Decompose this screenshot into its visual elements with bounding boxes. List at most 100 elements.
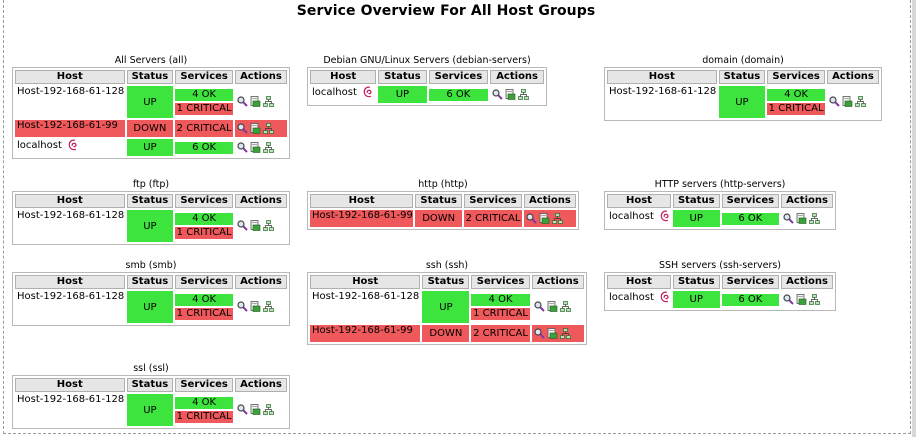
status-up-badge[interactable]: UP — [718, 86, 766, 118]
services-critical-link[interactable]: 1 CRITICAL — [471, 308, 530, 320]
services-critical-link[interactable]: 2 CRITICAL — [465, 213, 521, 224]
notes-icon[interactable] — [547, 301, 558, 313]
magnifier-icon[interactable] — [237, 123, 248, 134]
services-critical-link[interactable]: 1 CRITICAL — [175, 103, 233, 115]
hostgroup-title[interactable]: domain (domain) — [702, 55, 784, 66]
services-ok-link[interactable]: 6 OK — [175, 141, 233, 154]
notes-icon[interactable] — [250, 96, 261, 108]
hostgroup-title[interactable]: smb (smb) — [125, 260, 177, 271]
status-down-badge[interactable]: DOWN — [415, 210, 463, 227]
services-critical-link[interactable]: 2 CRITICAL — [473, 328, 528, 339]
network-map-icon[interactable] — [559, 327, 571, 339]
status-down-badge[interactable]: DOWN — [126, 120, 174, 137]
services-critical-link[interactable]: 2 CRITICAL — [176, 123, 232, 134]
magnifier-icon[interactable] — [237, 301, 248, 312]
network-map-icon[interactable] — [559, 301, 571, 313]
magnifier-icon[interactable] — [533, 301, 545, 312]
services-ok-link[interactable]: 6 OK — [428, 88, 489, 101]
network-map-icon[interactable] — [263, 404, 274, 416]
services-ok-link[interactable]: 4 OK — [175, 294, 233, 306]
host-link[interactable]: localhost — [312, 87, 357, 98]
network-map-icon[interactable] — [518, 88, 530, 100]
host-link[interactable]: Host-192-168-61-128 — [609, 86, 717, 97]
notes-icon[interactable] — [547, 327, 558, 339]
header-row: Host Status Services Actions — [15, 70, 287, 84]
services-ok-link[interactable]: 4 OK — [471, 294, 530, 306]
notes-icon[interactable] — [505, 88, 516, 100]
magnifier-icon[interactable] — [783, 213, 794, 224]
host-link[interactable]: Host-192-168-61-99 — [312, 325, 413, 336]
magnifier-icon[interactable] — [237, 220, 248, 231]
status-up-badge[interactable]: UP — [126, 139, 174, 156]
hostgroup-title[interactable]: SSH servers (ssh-servers) — [658, 260, 782, 271]
network-map-icon[interactable] — [809, 212, 820, 224]
services-ok-link[interactable]: 4 OK — [767, 89, 825, 101]
host-link[interactable]: Host-192-168-61-128 — [17, 291, 125, 302]
notes-icon[interactable] — [250, 404, 261, 416]
status-up-badge[interactable]: UP — [126, 291, 174, 323]
host-link[interactable]: Host-192-168-61-99 — [312, 210, 413, 221]
host-link[interactable]: Host-192-168-61-128 — [17, 394, 125, 405]
network-map-icon[interactable] — [263, 96, 274, 108]
magnifier-icon[interactable] — [237, 142, 248, 153]
scrollbar[interactable] — [912, 0, 916, 437]
hostgroup-title[interactable]: Debian GNU/Linux Servers (debian-servers… — [323, 55, 531, 66]
network-map-icon[interactable] — [263, 301, 274, 313]
network-map-icon[interactable] — [263, 122, 274, 134]
notes-icon[interactable] — [250, 301, 261, 313]
notes-icon[interactable] — [250, 220, 261, 232]
network-map-icon[interactable] — [263, 220, 274, 232]
status-down-badge[interactable]: DOWN — [422, 325, 470, 342]
host-link[interactable]: Host-192-168-61-128 — [17, 86, 125, 97]
status-up-badge[interactable]: UP — [126, 86, 174, 118]
status-up-badge[interactable]: UP — [126, 394, 174, 426]
hostgroup-title[interactable]: http (http) — [418, 179, 468, 190]
notes-icon[interactable] — [796, 212, 807, 224]
services-column-header: Services — [471, 275, 530, 289]
host-link[interactable]: localhost — [609, 292, 654, 303]
host-link[interactable]: Host-192-168-61-99 — [17, 120, 118, 131]
network-map-icon[interactable] — [263, 141, 274, 153]
status-up-badge[interactable]: UP — [672, 210, 720, 227]
debian-swirl-icon — [660, 210, 671, 222]
notes-icon[interactable] — [250, 141, 261, 153]
host-link[interactable]: Host-192-168-61-128 — [312, 291, 420, 302]
hostgroup-title[interactable]: All Servers (all) — [114, 55, 188, 66]
services-critical-link[interactable]: 1 CRITICAL — [767, 103, 825, 115]
status-up-badge[interactable]: UP — [378, 86, 427, 103]
services-ok-link[interactable]: 4 OK — [175, 213, 233, 225]
host-link[interactable]: Host-192-168-61-128 — [17, 210, 125, 221]
status-up-badge[interactable]: UP — [422, 291, 470, 323]
notes-icon[interactable] — [842, 96, 853, 108]
magnifier-icon[interactable] — [492, 89, 503, 100]
page-title: Service Overview For All Host Groups — [296, 3, 596, 19]
services-ok-link[interactable]: 6 OK — [721, 293, 780, 306]
hostgroup-title[interactable]: ssl (ssl) — [133, 363, 169, 374]
notes-icon[interactable] — [796, 293, 807, 305]
host-link[interactable]: localhost — [17, 140, 62, 151]
services-ok-link[interactable]: 6 OK — [721, 212, 780, 225]
host-cell: Host-192-168-61-99 — [310, 210, 414, 227]
status-up-badge[interactable]: UP — [672, 291, 720, 308]
services-ok-link[interactable]: 4 OK — [175, 397, 233, 409]
magnifier-icon[interactable] — [533, 328, 545, 339]
hostgroup-title[interactable]: ssh (ssh) — [425, 260, 469, 271]
network-map-icon[interactable] — [855, 96, 866, 108]
services-critical-link[interactable]: 1 CRITICAL — [175, 411, 233, 423]
magnifier-icon[interactable] — [237, 96, 248, 107]
network-map-icon[interactable] — [552, 212, 563, 224]
hostgroup-title[interactable]: HTTP servers (http-servers) — [654, 179, 786, 190]
magnifier-icon[interactable] — [783, 294, 794, 305]
hostgroup-title[interactable]: ftp (ftp) — [132, 179, 170, 190]
notes-icon[interactable] — [250, 122, 261, 134]
magnifier-icon[interactable] — [237, 404, 248, 415]
services-ok-link[interactable]: 4 OK — [175, 89, 233, 101]
status-up-badge[interactable]: UP — [126, 210, 174, 242]
host-link[interactable]: localhost — [609, 211, 654, 222]
magnifier-icon[interactable] — [829, 96, 840, 107]
network-map-icon[interactable] — [809, 293, 820, 305]
notes-icon[interactable] — [539, 212, 550, 224]
services-critical-link[interactable]: 1 CRITICAL — [175, 308, 233, 320]
services-critical-link[interactable]: 1 CRITICAL — [175, 227, 233, 239]
magnifier-icon[interactable] — [526, 213, 537, 224]
